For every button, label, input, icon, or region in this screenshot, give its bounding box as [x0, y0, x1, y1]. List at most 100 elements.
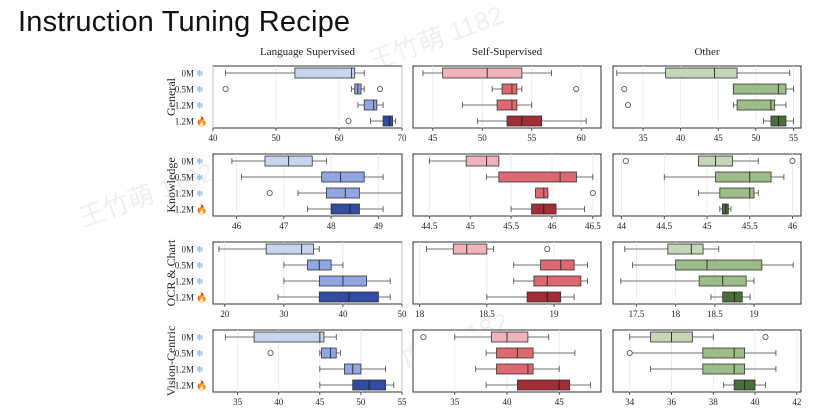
box [265, 243, 314, 255]
x-tick-label: 19 [550, 309, 560, 319]
box [465, 155, 500, 167]
outlier-point [544, 245, 551, 252]
outlier-point [621, 86, 628, 93]
box [321, 347, 337, 359]
outlier-point [625, 102, 632, 109]
snowflake-icon: ❄ [196, 190, 204, 200]
snowflake-icon: ❄ [196, 262, 204, 272]
x-tick-label: 55 [398, 397, 408, 407]
panel-frame [612, 329, 802, 393]
row-size-label: 0.5M [175, 261, 194, 271]
x-tick-label: 50 [398, 309, 408, 319]
column-header: Other [694, 46, 719, 58]
row-category-label: OCR & Chart [164, 239, 178, 306]
x-tick-label: 35 [450, 397, 460, 407]
x-tick-label: 60 [577, 133, 587, 143]
x-tick-label: 44 [617, 221, 627, 231]
x-tick-label: 34 [625, 397, 635, 407]
snowflake-icon: ❄ [196, 350, 204, 360]
x-tick-label: 19 [750, 309, 760, 319]
x-tick-label: 38 [709, 397, 719, 407]
box [496, 363, 534, 375]
column-header: Self-Supervised [472, 46, 543, 58]
outlier-point [267, 349, 274, 356]
snowflake-icon: ❄ [196, 278, 204, 288]
row-category-label: Vision-Centric [164, 326, 178, 397]
row-size-label: 1.2M [175, 205, 194, 215]
box [736, 99, 776, 111]
x-tick-label: 50 [272, 133, 282, 143]
row-size-label: 1.2M [175, 277, 194, 287]
row-size-label: 1.2M [175, 101, 194, 111]
x-tick-label: 50 [478, 133, 488, 143]
row-size-label: 1.2M [175, 189, 194, 199]
snowflake-icon: ❄ [196, 334, 204, 344]
box [732, 83, 787, 95]
row-size-label: 0M [181, 245, 194, 255]
x-tick-label: 20 [220, 309, 230, 319]
x-tick-label: 35 [233, 397, 243, 407]
x-tick-label: 40 [209, 133, 219, 143]
x-tick-label: 49 [374, 221, 384, 231]
snowflake-icon: ❄ [196, 158, 204, 168]
x-tick-label: 18 [671, 309, 681, 319]
x-tick-label: 46 [788, 221, 798, 231]
box [382, 115, 393, 127]
panel-frame [612, 241, 802, 305]
x-tick-label: 46 [232, 221, 242, 231]
box [506, 115, 543, 127]
x-tick-label: 45 [428, 133, 438, 143]
x-tick-label: 50 [356, 397, 366, 407]
x-tick-label: 40 [274, 397, 284, 407]
x-tick-label: 45.5 [742, 221, 758, 231]
outlier-point [266, 189, 273, 196]
box [498, 171, 577, 183]
outlier-point [626, 349, 633, 356]
x-tick-label: 47 [279, 221, 289, 231]
x-tick-label: 45 [703, 221, 713, 231]
snowflake-icon: ❄ [196, 70, 204, 80]
row-size-label: 0.5M [175, 85, 194, 95]
row-size-label: 1.2M [175, 365, 194, 375]
x-tick-label: 55 [789, 133, 799, 143]
x-tick-label: 46 [547, 221, 557, 231]
row-size-label: 0M [181, 69, 194, 79]
x-tick-label: 40 [503, 397, 513, 407]
box [501, 83, 518, 95]
row-category-label: General [164, 77, 178, 116]
snowflake-icon: ❄ [196, 366, 204, 376]
box [665, 67, 738, 79]
box [325, 187, 360, 199]
box [253, 331, 325, 343]
slide-title: Instruction Tuning Recipe [18, 6, 351, 38]
x-tick-label: 70 [398, 133, 408, 143]
x-tick-label: 44.5 [656, 221, 672, 231]
x-tick-label: 35 [639, 133, 649, 143]
box [702, 347, 745, 359]
panel-frame [212, 65, 403, 129]
fire-icon: 🔥 [196, 380, 207, 392]
panel-frame [412, 241, 602, 305]
x-tick-label: 18 [415, 309, 425, 319]
box [719, 187, 755, 199]
snowflake-icon: ❄ [196, 246, 204, 256]
box [490, 331, 529, 343]
box [702, 363, 745, 375]
outlier-point [789, 157, 796, 164]
row-size-label: 0.5M [175, 173, 194, 183]
x-tick-label: 36 [667, 397, 677, 407]
x-tick-label: 44.5 [421, 221, 437, 231]
x-tick-label: 18.5 [479, 309, 495, 319]
x-tick-label: 45 [315, 397, 325, 407]
fire-icon: 🔥 [196, 204, 207, 216]
x-tick-label: 17.5 [629, 309, 645, 319]
row-size-label: 1.2M [175, 293, 194, 303]
row-size-label: 1.2M [175, 381, 194, 391]
outlier-point [622, 157, 629, 164]
box [452, 243, 488, 255]
box [675, 259, 763, 271]
row-size-label: 1.2M [175, 117, 194, 127]
x-tick-label: 46.5 [585, 221, 601, 231]
box [526, 291, 562, 303]
x-tick-label: 40 [338, 309, 348, 319]
